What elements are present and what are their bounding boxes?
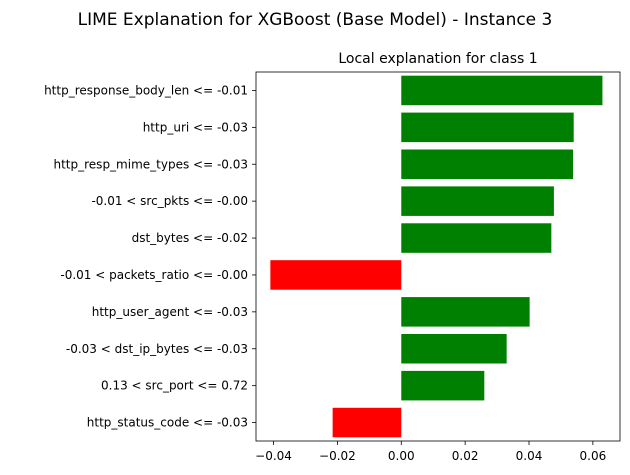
bar bbox=[332, 407, 402, 438]
x-tick-label: 0.02 bbox=[452, 449, 479, 463]
bar bbox=[401, 370, 485, 401]
y-tick-label: http_resp_mime_types <= -0.03 bbox=[54, 157, 249, 171]
y-tick-label: -0.01 < packets_ratio <= -0.00 bbox=[60, 268, 248, 282]
bar bbox=[401, 186, 554, 216]
bar bbox=[270, 260, 402, 290]
y-tick-label: http_uri <= -0.03 bbox=[143, 120, 248, 134]
y-tick-label: dst_bytes <= -0.02 bbox=[132, 231, 248, 245]
y-tick-label: http_status_code <= -0.03 bbox=[87, 416, 248, 430]
x-tick-label: 0.04 bbox=[516, 449, 543, 463]
bar bbox=[401, 112, 574, 143]
figure-suptitle: LIME Explanation for XGBoost (Base Model… bbox=[78, 10, 553, 30]
y-tick-label: -0.03 < dst_ip_bytes <= -0.03 bbox=[66, 342, 248, 356]
plot-area: http_response_body_len <= -0.01 http_uri … bbox=[44, 71, 621, 463]
bar bbox=[401, 75, 603, 106]
bar bbox=[401, 149, 574, 180]
x-tick-label: −0.02 bbox=[319, 449, 356, 463]
bar bbox=[401, 297, 530, 327]
x-tick-label: 0.00 bbox=[388, 449, 415, 463]
x-tick-label: −0.04 bbox=[255, 449, 292, 463]
y-tick-label: http_response_body_len <= -0.01 bbox=[44, 83, 248, 97]
y-tick-label: 0.13 < src_port <= 0.72 bbox=[101, 379, 248, 393]
axes-frame bbox=[255, 71, 621, 442]
chart-title: Local explanation for class 1 bbox=[338, 51, 537, 67]
y-tick-label: -0.01 < src_pkts <= -0.00 bbox=[91, 194, 248, 208]
x-tick-label: 0.06 bbox=[580, 449, 607, 463]
bar bbox=[401, 333, 507, 364]
bar bbox=[401, 223, 552, 253]
y-tick-label: http_user_agent <= -0.03 bbox=[92, 305, 248, 319]
